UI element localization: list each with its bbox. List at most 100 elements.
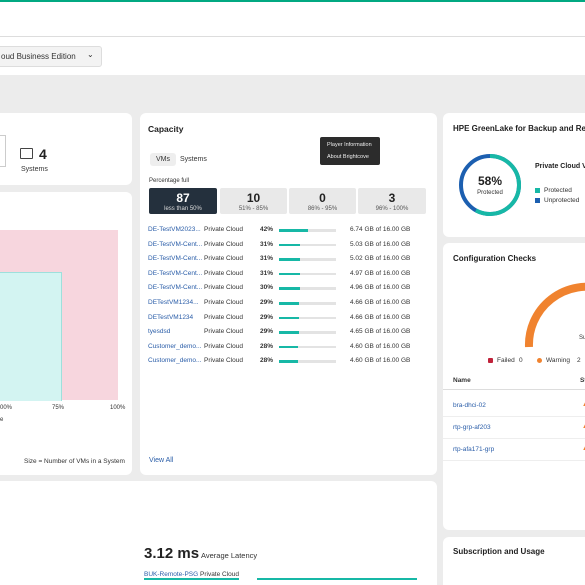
vm-percent: 28% bbox=[259, 357, 273, 365]
dropdown-label: oud Business Edition bbox=[1, 52, 76, 61]
legend-label: Failed bbox=[497, 357, 515, 364]
vm-usage: 6.74 GB of 16.00 GB bbox=[350, 226, 411, 233]
legend-swatch bbox=[535, 188, 540, 193]
tab-systems[interactable]: Systems bbox=[180, 156, 207, 163]
tab-vms[interactable]: VMs bbox=[150, 153, 176, 166]
legend-swatch bbox=[488, 358, 493, 363]
legend-label: Unprotected bbox=[544, 197, 580, 204]
column-header: St bbox=[580, 377, 585, 384]
latency-bar bbox=[257, 578, 417, 580]
bar-fill bbox=[279, 360, 299, 363]
donut bbox=[459, 154, 521, 216]
vm-type: Private Cloud bbox=[204, 357, 244, 365]
vm-usage: 4.66 GB of 16.00 GB bbox=[350, 299, 411, 306]
warning-icon: ▲ bbox=[582, 446, 585, 452]
systems-icon bbox=[20, 148, 33, 159]
warning-icon: ▲ bbox=[582, 402, 585, 408]
donut-percent: 58% bbox=[477, 174, 503, 188]
bucket-range: 96% - 100% bbox=[375, 206, 409, 212]
vm-name[interactable]: tyesdsd bbox=[148, 328, 171, 336]
bar-track bbox=[279, 345, 336, 349]
vm-usage: 4.60 GB of 16.00 GB bbox=[350, 342, 411, 350]
vm-usage: 5.03 GB of 16.00 GB bbox=[350, 240, 411, 248]
backup-card: HPE GreenLake for Backup and Re 58% Protec… bbox=[443, 113, 585, 237]
vm-usage: 5.02 GB of 16.00 GB bbox=[350, 255, 411, 263]
vm-name[interactable]: DE-TestVM-Cent... bbox=[148, 255, 203, 263]
bucket-range: 86% - 95% bbox=[307, 206, 338, 212]
tooltip-item[interactable]: About Brightcove bbox=[327, 154, 369, 160]
vm-usage: 4.65 GB of 16.00 GB bbox=[350, 328, 411, 336]
header-divider bbox=[443, 389, 585, 390]
bar-fill bbox=[279, 272, 301, 276]
top-accent bbox=[0, 0, 585, 2]
row-divider bbox=[443, 416, 585, 417]
subscription-title: Subscription and Usage bbox=[453, 547, 545, 556]
check-name[interactable]: rtp-afa171-grp bbox=[453, 446, 495, 453]
vm-name[interactable]: DE-TestVM-Cent... bbox=[148, 269, 203, 277]
vm-name[interactable]: Customer_demo... bbox=[148, 357, 202, 365]
placeholder-icon bbox=[0, 135, 6, 167]
vm-name[interactable]: Customer_demo... bbox=[148, 342, 202, 350]
latency-row-type: Private Cloud bbox=[200, 571, 240, 578]
bucket[interactable]: 3 96% - 100% bbox=[358, 188, 426, 214]
column-header: Name bbox=[453, 377, 471, 384]
donut-label: Protected bbox=[477, 190, 503, 196]
vm-type: Private Cloud bbox=[204, 299, 244, 306]
bucket[interactable]: 10 51% - 85% bbox=[220, 188, 287, 214]
tooltip-item[interactable]: Player Information bbox=[327, 142, 372, 148]
bar-track bbox=[279, 331, 336, 334]
systems-label: Systems bbox=[21, 166, 48, 173]
gauge-arc bbox=[524, 282, 585, 348]
bar-track bbox=[279, 287, 336, 290]
latency-row-name[interactable]: BUK-Remote-PSG bbox=[144, 571, 199, 578]
bucket[interactable]: 0 86% - 95% bbox=[289, 188, 356, 214]
vm-percent: 29% bbox=[259, 299, 273, 306]
vm-type: Private Cloud bbox=[204, 226, 244, 233]
bubble-chart-card: 00% 75% 100% e Size = Number of VMs in a Sys… bbox=[0, 192, 132, 475]
vm-type: Private Cloud bbox=[204, 255, 244, 263]
bar-fill bbox=[279, 302, 299, 305]
view-all-link[interactable]: View All bbox=[149, 457, 174, 464]
check-name[interactable]: rtp-grp-af203 bbox=[453, 424, 491, 431]
config-title: Configuration Checks bbox=[453, 254, 537, 263]
vm-percent: 31% bbox=[259, 269, 273, 277]
vm-type: Private Cloud bbox=[204, 313, 244, 321]
bar-fill bbox=[279, 316, 299, 320]
tooltip-menu: Player Information About Brightcove bbox=[320, 137, 380, 165]
latency-value: 3.12 ms bbox=[144, 545, 200, 562]
legend-count: 0 bbox=[519, 357, 523, 364]
vm-percent: 30% bbox=[259, 284, 273, 292]
config-card: Configuration Checks Su Failed 0 Warning 2 Nam… bbox=[443, 243, 585, 530]
vm-name[interactable]: DETestVM1234 bbox=[148, 313, 194, 321]
x-tick-label: 75% bbox=[52, 405, 65, 411]
bucket-range: less than 50% bbox=[164, 206, 202, 212]
backup-title: HPE GreenLake for Backup and Re bbox=[453, 124, 585, 133]
check-name[interactable]: bra-dhci-02 bbox=[453, 402, 486, 409]
bar-fill bbox=[279, 243, 301, 247]
vm-usage: 4.96 GB of 16.00 GB bbox=[350, 284, 411, 292]
capacity-title: Capacity bbox=[148, 124, 184, 134]
vm-name[interactable]: DE-TestVM2023... bbox=[148, 226, 201, 233]
vm-name[interactable]: DE-TestVM-Cent... bbox=[148, 240, 203, 248]
vm-name[interactable]: DETestVM1234... bbox=[148, 299, 199, 306]
bar-fill bbox=[279, 258, 301, 261]
bar-track bbox=[279, 258, 336, 261]
legend-swatch bbox=[537, 358, 542, 363]
bar-track bbox=[279, 272, 336, 276]
vm-percent: 29% bbox=[259, 313, 273, 321]
latency-label: Average Latency bbox=[201, 551, 258, 560]
x-tick-label: 100% bbox=[110, 405, 126, 411]
chevron: ⌄ bbox=[87, 50, 94, 59]
legend-swatch bbox=[535, 198, 540, 203]
bucket[interactable]: 87 less than 50% bbox=[149, 188, 217, 214]
row-divider bbox=[443, 438, 585, 439]
vm-type: Private Cloud bbox=[204, 284, 244, 292]
latency-card: 3.12 ms Average Latency BUK-Remote-PSG Priv… bbox=[0, 481, 437, 585]
vm-percent: 31% bbox=[259, 255, 273, 263]
vm-name[interactable]: DE-TestVM-Cent... bbox=[148, 284, 203, 292]
vm-percent: 28% bbox=[259, 342, 273, 350]
legend-label: Warning bbox=[546, 357, 570, 364]
vm-type: Private Cloud bbox=[204, 240, 244, 248]
edition-dropdown[interactable]: oud Business Edition ⌄ bbox=[0, 46, 102, 67]
